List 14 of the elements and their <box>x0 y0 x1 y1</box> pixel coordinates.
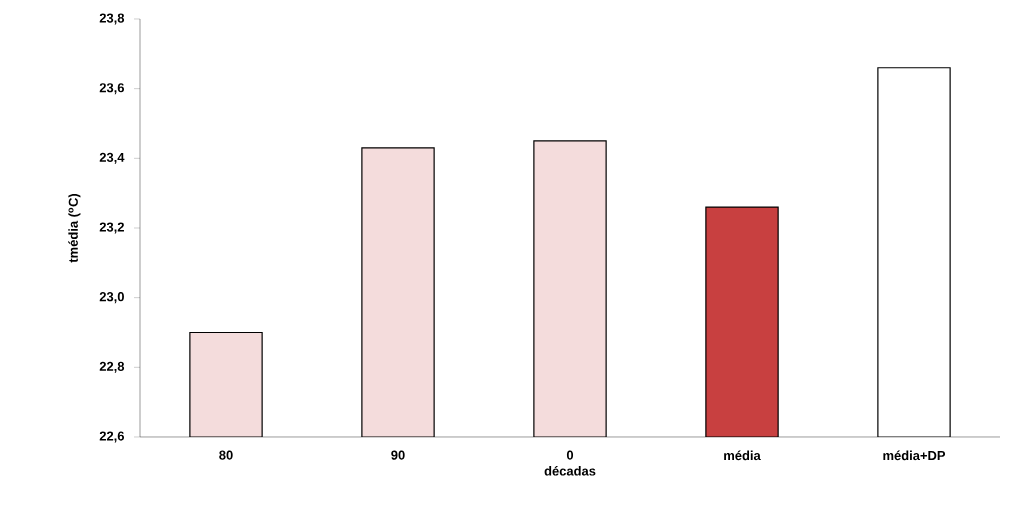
x-tick-label: 80 <box>219 450 233 460</box>
y-tick-label: 23,2 <box>99 222 124 234</box>
x-tick-label: média <box>724 450 761 461</box>
y-tick-label: 22,6 <box>99 431 125 443</box>
x-tick-label: 0 <box>566 450 574 460</box>
y-tick-label: 23,4 <box>99 152 125 164</box>
x-tick-label: média+DP <box>883 450 946 461</box>
y-tick-label: 23,8 <box>99 13 125 25</box>
x-tick-label: 90 <box>391 450 405 460</box>
y-axis-title: tmédia ($^{o}$C) <box>68 193 81 263</box>
y-tick-label: 22,8 <box>99 361 125 373</box>
x-axis-title: décadas <box>544 465 596 476</box>
y-tick-label: 23,6 <box>99 83 125 95</box>
y-tick-label: 23,0 <box>99 292 124 304</box>
